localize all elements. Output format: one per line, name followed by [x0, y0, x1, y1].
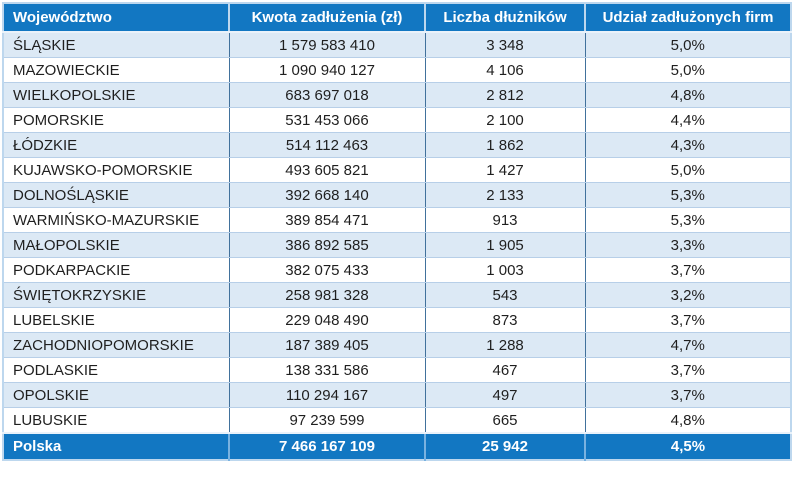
cell-debtors-count: 2 100: [424, 107, 585, 133]
table-body: ŚLĄSKIE 1 579 583 410 3 348 5,0% MAZOWIECKIE…: [3, 32, 791, 434]
table-row: PODKARPACKIE 382 075 433 1 003 3,7%: [3, 257, 791, 283]
voivodeship-debt-table: Województwo Kwota zadłużenia (zł) Liczba…: [2, 2, 792, 461]
cell-debtors-count: 913: [424, 207, 585, 233]
total-debtors-count: 25 942: [424, 432, 585, 460]
cell-voivodeship: ŁÓDZKIE: [3, 132, 229, 158]
cell-voivodeship: ŚWIĘTOKRZYSKIE: [3, 282, 229, 308]
cell-debt-amount: 493 605 821: [228, 157, 425, 183]
table-row: KUJAWSKO-POMORSKIE 493 605 821 1 427 5,0%: [3, 157, 791, 183]
cell-voivodeship: WARMIŃSKO-MAZURSKIE: [3, 207, 229, 233]
cell-debt-amount: 514 112 463: [228, 132, 425, 158]
cell-debtors-count: 2 133: [424, 182, 585, 208]
cell-debt-amount: 1 090 940 127: [228, 57, 425, 83]
cell-debt-amount: 389 854 471: [228, 207, 425, 233]
cell-debtors-count: 1 003: [424, 257, 585, 283]
header-debtors-count: Liczba dłużników: [424, 3, 585, 33]
cell-voivodeship: PODLASKIE: [3, 357, 229, 383]
total-row: Polska 7 466 167 109 25 942 4,5%: [3, 432, 791, 460]
cell-share: 4,7%: [584, 332, 791, 358]
table-row: PODLASKIE 138 331 586 467 3,7%: [3, 357, 791, 383]
cell-share: 4,8%: [584, 407, 791, 434]
table-row: WARMIŃSKO-MAZURSKIE 389 854 471 913 5,3%: [3, 207, 791, 233]
cell-voivodeship: ZACHODNIOPOMORSKIE: [3, 332, 229, 358]
cell-share: 4,8%: [584, 82, 791, 108]
table-row: MAŁOPOLSKIE 386 892 585 1 905 3,3%: [3, 232, 791, 258]
header-row: Województwo Kwota zadłużenia (zł) Liczba…: [3, 3, 791, 33]
cell-share: 5,0%: [584, 57, 791, 83]
total-debt-amount: 7 466 167 109: [228, 432, 425, 460]
cell-share: 5,0%: [584, 32, 791, 58]
table-footer: Polska 7 466 167 109 25 942 4,5%: [3, 432, 791, 460]
cell-voivodeship: OPOLSKIE: [3, 382, 229, 408]
cell-debtors-count: 467: [424, 357, 585, 383]
cell-debt-amount: 258 981 328: [228, 282, 425, 308]
cell-debtors-count: 4 106: [424, 57, 585, 83]
cell-debtors-count: 1 288: [424, 332, 585, 358]
cell-debt-amount: 392 668 140: [228, 182, 425, 208]
cell-share: 3,7%: [584, 382, 791, 408]
cell-voivodeship: KUJAWSKO-POMORSKIE: [3, 157, 229, 183]
table-row: ŁÓDZKIE 514 112 463 1 862 4,3%: [3, 132, 791, 158]
cell-voivodeship: LUBELSKIE: [3, 307, 229, 333]
cell-share: 4,4%: [584, 107, 791, 133]
cell-debt-amount: 110 294 167: [228, 382, 425, 408]
cell-share: 3,7%: [584, 357, 791, 383]
header-voivodeship: Województwo: [3, 3, 229, 33]
table-row: OPOLSKIE 110 294 167 497 3,7%: [3, 382, 791, 408]
table-row: ZACHODNIOPOMORSKIE 187 389 405 1 288 4,7%: [3, 332, 791, 358]
cell-debtors-count: 665: [424, 407, 585, 434]
table-row: ŚWIĘTOKRZYSKIE 258 981 328 543 3,2%: [3, 282, 791, 308]
table-row: LUBUSKIE 97 239 599 665 4,8%: [3, 407, 791, 434]
cell-debtors-count: 543: [424, 282, 585, 308]
total-label: Polska: [3, 432, 229, 460]
cell-debt-amount: 138 331 586: [228, 357, 425, 383]
cell-voivodeship: DOLNOŚLĄSKIE: [3, 182, 229, 208]
cell-debtors-count: 873: [424, 307, 585, 333]
table-row: MAZOWIECKIE 1 090 940 127 4 106 5,0%: [3, 57, 791, 83]
cell-voivodeship: MAZOWIECKIE: [3, 57, 229, 83]
cell-voivodeship: LUBUSKIE: [3, 407, 229, 434]
cell-debt-amount: 386 892 585: [228, 232, 425, 258]
debt-table-container: Województwo Kwota zadłużenia (zł) Liczba…: [2, 2, 792, 461]
cell-debt-amount: 97 239 599: [228, 407, 425, 434]
cell-share: 5,0%: [584, 157, 791, 183]
table-row: POMORSKIE 531 453 066 2 100 4,4%: [3, 107, 791, 133]
cell-voivodeship: POMORSKIE: [3, 107, 229, 133]
cell-share: 3,2%: [584, 282, 791, 308]
table-row: ŚLĄSKIE 1 579 583 410 3 348 5,0%: [3, 32, 791, 58]
cell-debtors-count: 3 348: [424, 32, 585, 58]
cell-debt-amount: 683 697 018: [228, 82, 425, 108]
table-header: Województwo Kwota zadłużenia (zł) Liczba…: [3, 3, 791, 33]
header-share-indebted: Udział zadłużonych firm: [584, 3, 791, 33]
cell-debt-amount: 1 579 583 410: [228, 32, 425, 58]
cell-debt-amount: 229 048 490: [228, 307, 425, 333]
cell-debtors-count: 1 905: [424, 232, 585, 258]
table-row: WIELKOPOLSKIE 683 697 018 2 812 4,8%: [3, 82, 791, 108]
total-share: 4,5%: [584, 432, 791, 460]
cell-share: 3,7%: [584, 257, 791, 283]
header-debt-amount: Kwota zadłużenia (zł): [228, 3, 425, 33]
cell-debtors-count: 2 812: [424, 82, 585, 108]
cell-voivodeship: PODKARPACKIE: [3, 257, 229, 283]
table-row: LUBELSKIE 229 048 490 873 3,7%: [3, 307, 791, 333]
cell-voivodeship: WIELKOPOLSKIE: [3, 82, 229, 108]
cell-share: 5,3%: [584, 182, 791, 208]
cell-voivodeship: MAŁOPOLSKIE: [3, 232, 229, 258]
cell-debtors-count: 497: [424, 382, 585, 408]
cell-share: 3,7%: [584, 307, 791, 333]
cell-debt-amount: 531 453 066: [228, 107, 425, 133]
cell-share: 4,3%: [584, 132, 791, 158]
cell-voivodeship: ŚLĄSKIE: [3, 32, 229, 58]
cell-share: 3,3%: [584, 232, 791, 258]
cell-debt-amount: 187 389 405: [228, 332, 425, 358]
cell-share: 5,3%: [584, 207, 791, 233]
table-row: DOLNOŚLĄSKIE 392 668 140 2 133 5,3%: [3, 182, 791, 208]
cell-debt-amount: 382 075 433: [228, 257, 425, 283]
cell-debtors-count: 1 862: [424, 132, 585, 158]
cell-debtors-count: 1 427: [424, 157, 585, 183]
